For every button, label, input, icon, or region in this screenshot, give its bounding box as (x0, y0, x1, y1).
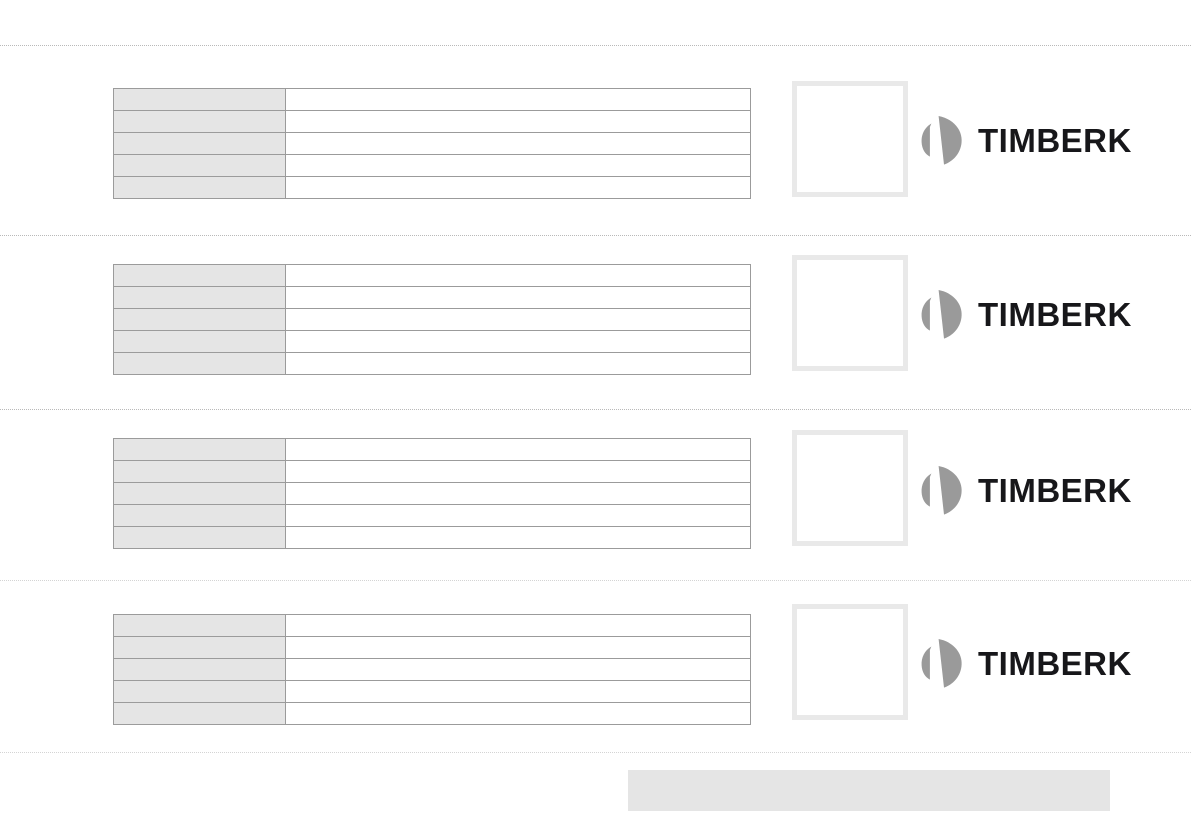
spec-label-cell[interactable] (113, 352, 286, 375)
spec-value-cell[interactable] (285, 614, 751, 637)
table-row (113, 286, 751, 309)
table-row (113, 702, 751, 725)
product-image-placeholder[interactable] (792, 430, 908, 546)
spec-value-cell[interactable] (285, 482, 751, 505)
spec-label-cell[interactable] (113, 526, 286, 549)
table-row (113, 88, 751, 111)
table-row (113, 176, 751, 199)
spec-value-cell[interactable] (285, 132, 751, 155)
spec-table (113, 88, 751, 199)
timberk-mark-icon (921, 639, 962, 688)
brand-wordmark: TIMBERK (978, 121, 1132, 159)
spec-value-cell[interactable] (285, 308, 751, 331)
brand-wordmark: TIMBERK (978, 644, 1132, 682)
spec-value-cell[interactable] (285, 286, 751, 309)
spec-label-cell[interactable] (113, 88, 286, 111)
spec-label-cell[interactable] (113, 636, 286, 659)
product-image-placeholder[interactable] (792, 255, 908, 371)
timberk-mark-icon (921, 290, 962, 339)
separator-1 (0, 235, 1191, 236)
spec-label-cell[interactable] (113, 330, 286, 353)
brand-logo: TIMBERK (918, 112, 1132, 168)
spec-label-cell[interactable] (113, 460, 286, 483)
spec-label-cell[interactable] (113, 154, 286, 177)
spec-label-cell[interactable] (113, 614, 286, 637)
separator-4 (0, 752, 1191, 753)
spec-value-cell[interactable] (285, 504, 751, 527)
spec-value-cell[interactable] (285, 176, 751, 199)
footer-bar (628, 770, 1110, 811)
spec-value-cell[interactable] (285, 154, 751, 177)
brand-logo: TIMBERK (918, 635, 1132, 691)
spec-value-cell[interactable] (285, 636, 751, 659)
table-row (113, 132, 751, 155)
spec-value-cell[interactable] (285, 680, 751, 703)
spec-value-cell[interactable] (285, 352, 751, 375)
spec-value-cell[interactable] (285, 526, 751, 549)
separator-3 (0, 580, 1191, 581)
spec-label-cell[interactable] (113, 308, 286, 331)
timberk-mark-icon (921, 466, 962, 515)
spec-value-cell[interactable] (285, 460, 751, 483)
brand-wordmark: TIMBERK (978, 295, 1132, 333)
spec-label-cell[interactable] (113, 110, 286, 133)
table-row (113, 680, 751, 703)
spec-value-cell[interactable] (285, 702, 751, 725)
table-row (113, 438, 751, 461)
table-row (113, 352, 751, 375)
brand-logo: TIMBERK (918, 462, 1132, 518)
table-row (113, 154, 751, 177)
spec-value-cell[interactable] (285, 110, 751, 133)
spec-value-cell[interactable] (285, 330, 751, 353)
spec-label-cell[interactable] (113, 702, 286, 725)
table-row (113, 308, 751, 331)
spec-label-cell[interactable] (113, 286, 286, 309)
product-image-placeholder[interactable] (792, 81, 908, 197)
timberk-mark-icon (921, 116, 962, 165)
separator-top (0, 45, 1191, 46)
table-row (113, 264, 751, 287)
spec-table (113, 264, 751, 375)
table-row (113, 504, 751, 527)
spec-label-cell[interactable] (113, 658, 286, 681)
spec-label-cell[interactable] (113, 264, 286, 287)
spec-label-cell[interactable] (113, 132, 286, 155)
spec-label-cell[interactable] (113, 482, 286, 505)
table-row (113, 614, 751, 637)
table-row (113, 526, 751, 549)
table-row (113, 636, 751, 659)
spec-label-cell[interactable] (113, 504, 286, 527)
brand-wordmark: TIMBERK (978, 471, 1132, 509)
spec-value-cell[interactable] (285, 88, 751, 111)
spec-table (113, 614, 751, 725)
table-row (113, 482, 751, 505)
spec-label-cell[interactable] (113, 438, 286, 461)
table-row (113, 658, 751, 681)
table-row (113, 110, 751, 133)
spec-value-cell[interactable] (285, 658, 751, 681)
product-image-placeholder[interactable] (792, 604, 908, 720)
spec-value-cell[interactable] (285, 264, 751, 287)
spec-label-cell[interactable] (113, 176, 286, 199)
spec-value-cell[interactable] (285, 438, 751, 461)
spec-table (113, 438, 751, 549)
brand-logo: TIMBERK (918, 286, 1132, 342)
table-row (113, 460, 751, 483)
table-row (113, 330, 751, 353)
separator-2 (0, 409, 1191, 410)
spec-label-cell[interactable] (113, 680, 286, 703)
